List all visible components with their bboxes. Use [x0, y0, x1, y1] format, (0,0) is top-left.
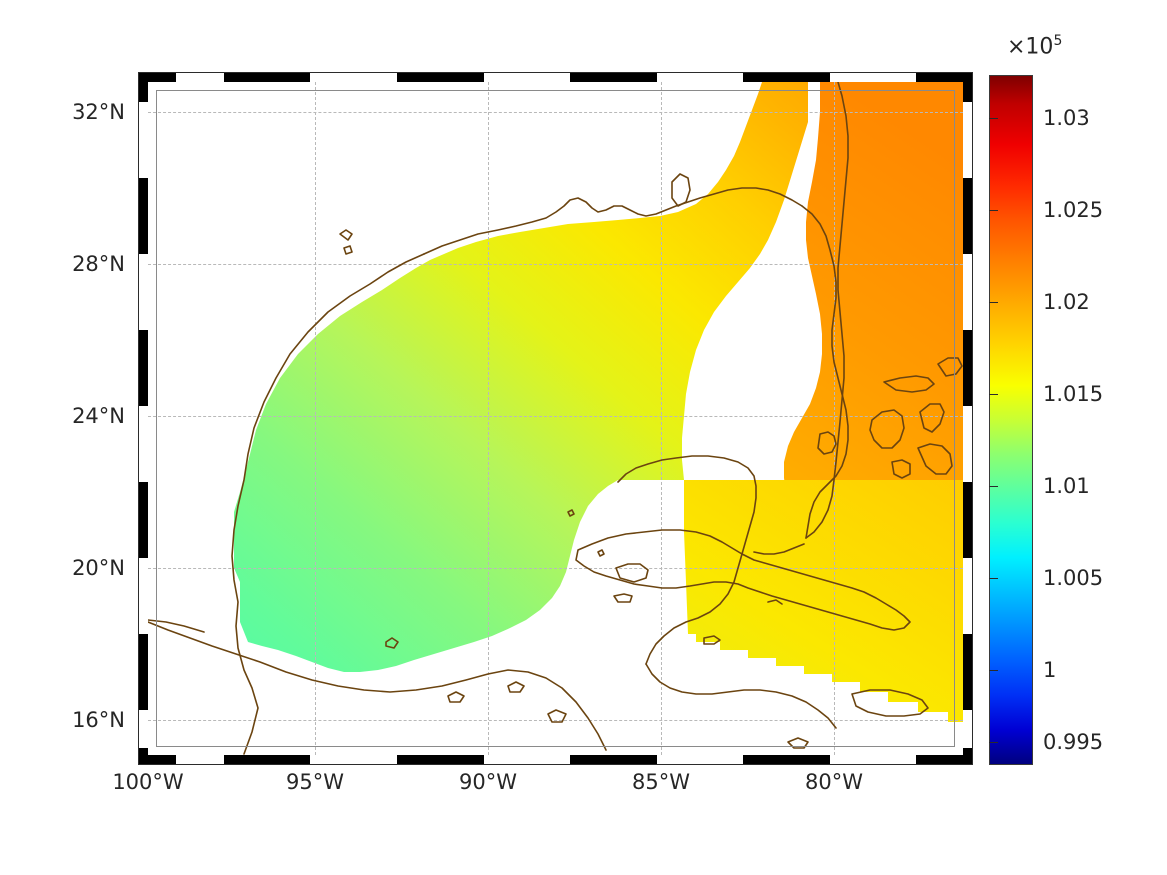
xtick-label-85w: 85°W [632, 770, 690, 794]
coastlines [148, 82, 963, 755]
colorbar-axes[interactable] [989, 75, 1033, 765]
colorbar-gradient[interactable] [989, 75, 1033, 765]
gridline-lon-95w [315, 82, 316, 755]
colorbar-tick-1000 [989, 670, 998, 671]
colorbar-tick-1025 [989, 210, 998, 211]
xtick-label-95w: 95°W [286, 770, 344, 794]
colorbar-label-1025: 1.025 [1043, 198, 1104, 222]
ytick-label-16n: 16°N [72, 708, 125, 732]
map-frame-left [138, 72, 148, 765]
ytick-label-24n: 24°N [72, 404, 125, 428]
xtick-label-90w: 90°W [459, 770, 517, 794]
colorbar-tick-1010 [989, 486, 998, 487]
gridline-lat-28n [148, 264, 963, 265]
xtick-label-100w: 100°W [112, 770, 184, 794]
colorbar-label-1000: 1 [1043, 658, 1057, 682]
ytick-label-20n: 20°N [72, 556, 125, 580]
colorbar-exponent-label: ×105 [1007, 33, 1062, 59]
colorbar-tick-1020 [989, 302, 998, 303]
colorbar-tick-0995 [989, 742, 998, 743]
map-frame-bottom [138, 755, 973, 765]
colorbar-label-1020: 1.02 [1043, 290, 1090, 314]
map-frame-right [963, 72, 973, 765]
map-plot-area[interactable] [148, 82, 963, 755]
colorbar-label-0995: 0.995 [1043, 730, 1104, 754]
gridline-lat-24n [148, 416, 963, 417]
gridline-lat-20n [148, 568, 963, 569]
gridline-lat-16n [148, 720, 963, 721]
colorbar-tick-1015 [989, 394, 998, 395]
colorbar-exponent-power: 5 [1053, 33, 1063, 49]
colorbar-label-1015: 1.015 [1043, 382, 1104, 406]
colorbar-label-1030: 1.03 [1043, 106, 1090, 130]
colorbar-exponent-mantissa: ×10 [1007, 34, 1054, 60]
colorbar-tick-1030 [989, 118, 998, 119]
colorbar-tick-1005 [989, 578, 998, 579]
ytick-label-28n: 28°N [72, 252, 125, 276]
gridline-lon-85w [661, 82, 662, 755]
pressure-field [234, 82, 963, 722]
gridline-lon-90w [488, 82, 489, 755]
map-frame-top [138, 72, 973, 82]
colorbar-label-1010: 1.01 [1043, 474, 1090, 498]
ytick-label-32n: 32°N [72, 100, 125, 124]
xtick-label-80w: 80°W [805, 770, 863, 794]
gridline-lon-80w [834, 82, 835, 755]
gridline-lat-32n [148, 112, 963, 113]
colorbar-label-1005: 1.005 [1043, 566, 1104, 590]
map-axes[interactable] [138, 72, 973, 765]
